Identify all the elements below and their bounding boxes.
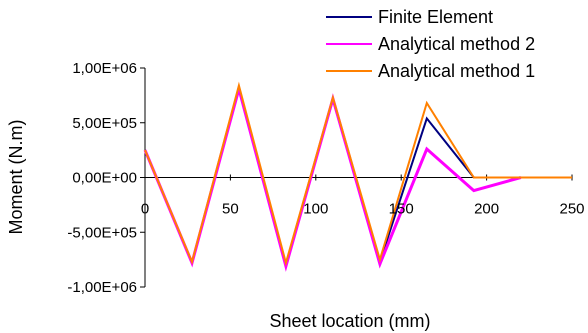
- legend-label-2: Analytical method 2: [378, 34, 535, 54]
- legend-label-3: Analytical method 1: [378, 61, 535, 81]
- legend: Finite Element Analytical method 2 Analyti…: [326, 7, 535, 81]
- x-tick-label: 0: [141, 201, 149, 218]
- y-tick-label: 0,00E+00: [72, 170, 137, 187]
- y-tick-label: 1,00E+06: [72, 60, 137, 77]
- x-tick-label: 50: [222, 201, 239, 218]
- series-layer: [143, 81, 572, 272]
- y-tick-label: -5,00E+05: [67, 224, 137, 241]
- legend-label-1: Finite Element: [378, 7, 493, 27]
- tick-labels: 1,00E+06 5,00E+05 0,00E+00 -5,00E+05 -1,00E+…: [67, 60, 584, 296]
- x-tick-label: 250: [559, 201, 584, 218]
- series-line-1: [144, 83, 572, 269]
- y-tick-label: -1,00E+06: [67, 279, 137, 296]
- series-line-3: [144, 81, 572, 267]
- x-axis-title: Sheet location (mm): [269, 311, 430, 331]
- x-tick-label: 150: [389, 201, 414, 218]
- y-tick-label: 5,00E+05: [72, 115, 137, 132]
- x-tick-label: 100: [303, 201, 328, 218]
- x-tick-label: 200: [474, 201, 499, 218]
- y-axis-title: Moment (N.m): [6, 119, 26, 234]
